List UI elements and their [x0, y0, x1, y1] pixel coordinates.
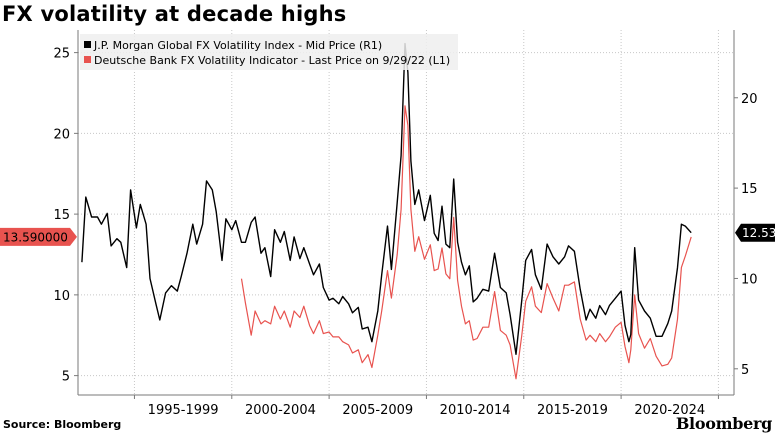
source-note: Source: Bloomberg [3, 418, 122, 431]
last-value-left-tag [0, 227, 77, 246]
x-axis-ticks: 1995-1999 2000-2004 2005-2009 2010-2014 2015… [133, 395, 719, 418]
legend-swatch-db [84, 56, 91, 63]
last-value-left-text: 13.590000 [3, 230, 68, 244]
legend-background [80, 34, 458, 70]
gridlines [78, 30, 734, 395]
left-tick-label: 20 [53, 127, 70, 142]
legend: J.P. Morgan Global FX Volatility Index -… [80, 34, 458, 70]
x-tick-label: 1995-1999 [148, 403, 219, 418]
left-tick-label: 10 [53, 289, 70, 304]
left-axis-ticks: 5 10 15 20 25 [53, 47, 78, 385]
x-tick-label: 2010-2014 [440, 403, 511, 418]
series-line-db [240, 105, 692, 380]
x-tick-label: 2020-2024 [634, 403, 705, 418]
last-value-labels: 13.590000 12.53 [0, 223, 775, 246]
right-tick-label: 15 [741, 182, 758, 197]
right-tick-label: 10 [741, 272, 758, 287]
left-tick-label: 5 [62, 370, 70, 385]
right-tick-label: 5 [741, 363, 749, 378]
x-tick-label: 2015-2019 [537, 403, 608, 418]
left-tick-label: 15 [53, 208, 70, 223]
right-axis-ticks: 5 10 15 20 [734, 92, 758, 378]
legend-swatch-jpm [84, 41, 91, 48]
legend-entry-db: Deutsche Bank FX Volatility Indicator - … [94, 54, 450, 67]
x-tick-label: 2000-2004 [245, 403, 316, 418]
right-tick-label: 20 [741, 92, 758, 107]
left-tick-label: 25 [53, 47, 70, 62]
legend-entry-jpm: J.P. Morgan Global FX Volatility Index -… [93, 39, 382, 52]
bloomberg-logo: Bloomberg [675, 414, 772, 433]
last-value-right-text: 12.53 [742, 226, 775, 240]
series-lines [81, 42, 692, 380]
axes [77, 30, 735, 396]
last-value-right-label: 12.53 [735, 223, 775, 242]
x-tick-label: 2005-2009 [342, 403, 413, 418]
last-value-right-tag [735, 223, 775, 242]
series-line-jpm [81, 42, 692, 355]
last-value-left-label: 13.590000 [0, 227, 77, 246]
chart-title: FX volatility at decade highs [2, 2, 347, 26]
